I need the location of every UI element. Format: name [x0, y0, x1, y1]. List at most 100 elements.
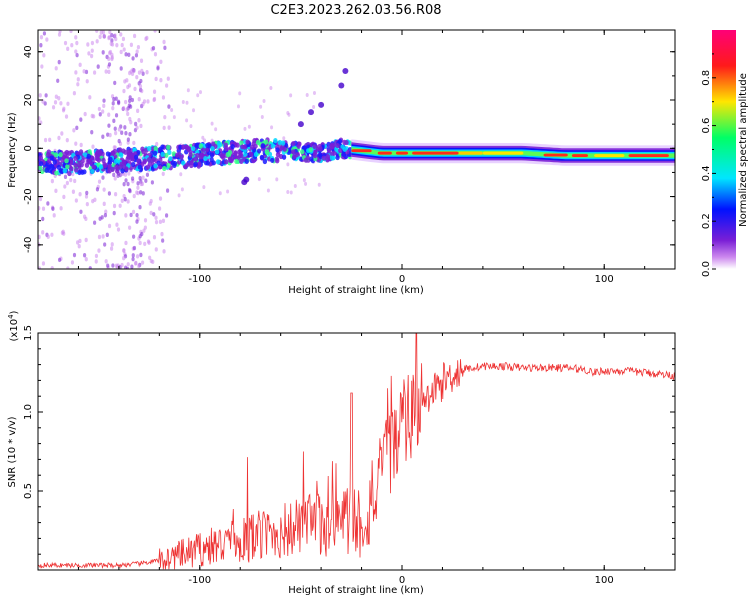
spectrogram-noise-dot [126, 181, 130, 187]
spectrogram-noise-dot [54, 66, 58, 71]
spectrogram-noise-dot [138, 205, 142, 210]
spectrogram-band-blob [179, 154, 184, 160]
spectrogram-band-blob [175, 152, 180, 158]
spectrogram-feature-blob [308, 109, 314, 116]
spectrogram-noise-dot [214, 127, 218, 132]
spectrogram-noise-dot [158, 196, 163, 201]
spectrogram-noise-dot [41, 261, 46, 266]
spectrogram-noise-dot [79, 142, 83, 148]
spectrogram-noise-dot [86, 42, 90, 47]
spectrogram-noise-dot [137, 70, 142, 75]
spectrogram-band-blob [131, 161, 136, 168]
spectrogram-feature-blob [241, 179, 248, 186]
spectrogram-noise-dot [110, 242, 114, 247]
colorbar-label: Normalized spectral amplitude [738, 73, 749, 227]
spectrogram-noise-dot [119, 49, 123, 55]
spectrogram-ytick-label: 0 [23, 145, 34, 151]
spectrogram-band-blob [189, 162, 194, 169]
spectrogram-band-blob [84, 162, 90, 168]
spectrogram-noise-dot [96, 64, 100, 69]
spectrogram-band-blob [244, 158, 249, 165]
spectrogram-noise-dot [109, 246, 114, 251]
spectrogram-noise-dot [108, 30, 112, 35]
spectrogram-noise-dot [148, 201, 152, 206]
spectrogram-noise-dot [102, 98, 106, 103]
spectrogram-noise-dot [138, 233, 142, 239]
spectrogram-noise-dot [93, 220, 97, 225]
spectrogram-noise-dot [144, 178, 148, 183]
spectrogram-band-blob [191, 146, 196, 152]
spectrogram-noise-dot [120, 42, 124, 48]
spectrogram-noise-dot [262, 99, 266, 104]
spectrogram-noise-dot [57, 257, 62, 263]
spectrogram-noise-dot [39, 35, 44, 40]
spectrogram-band-blob [341, 151, 346, 157]
spectrogram-noise-dot [102, 103, 106, 109]
spectrogram-band-blob [181, 160, 186, 166]
spectrogram-noise-dot [114, 96, 118, 101]
spectrogram-noise-dot [40, 64, 44, 69]
spectrogram-noise-dot [90, 40, 95, 46]
spectrogram-band-blob [264, 149, 270, 155]
spectrogram-noise-dot [60, 230, 64, 236]
spectrogram-noise-dot [125, 78, 129, 83]
spectrogram-noise-dot [119, 66, 123, 71]
spectrogram-noise-dot [124, 52, 128, 57]
spectrogram-band-blob [228, 157, 233, 163]
spectrogram-noise-dot [50, 178, 54, 184]
spectrogram-noise-dot [94, 259, 98, 264]
spectrogram-band-blob [201, 147, 206, 153]
spectrogram-noise-dot [129, 120, 133, 125]
spectrogram-band-blob [38, 155, 44, 161]
spectrogram-band-blob [317, 152, 323, 158]
spectrogram-noise-dot [152, 96, 157, 102]
spectrogram-noise-dot [110, 33, 114, 38]
spectrogram-band-blob [164, 152, 169, 158]
spectrogram-peak-segment [351, 149, 372, 153]
spectrogram-band-blob [270, 157, 275, 163]
spectrogram-noise-dot [238, 91, 242, 96]
spectrogram-noise-dot [51, 105, 56, 110]
spectrogram-noise-dot [74, 35, 78, 40]
spectrogram-noise-dot [74, 49, 78, 54]
spectrogram-band-blob [153, 163, 158, 169]
spectrogram-noise-dot [69, 177, 73, 183]
spectrogram-noise-dot [63, 40, 68, 46]
spectrogram-noise-dot [130, 264, 134, 269]
spectrogram-noise-dot [189, 124, 193, 129]
spectrogram-band-blob [204, 147, 210, 153]
spectrogram-noise-dot [153, 52, 158, 57]
spectrogram-noise-dot [154, 219, 159, 225]
spectrogram-noise-dot [128, 95, 132, 100]
figure-title: C2E3.2023.262.03.56.R08 [270, 3, 441, 18]
spectrogram-noise-dot [42, 53, 46, 58]
spectrogram-noise-dot [150, 180, 154, 185]
spectrogram-noise-dot [76, 240, 80, 245]
spectrogram-noise-dot [118, 203, 122, 208]
spectrogram-noise-dot [147, 240, 151, 245]
spectrogram-noise-dot [70, 43, 74, 48]
spectrogram-noise-dot [162, 39, 166, 45]
spectrogram-noise-dot [129, 212, 133, 218]
spectrogram-noise-dot [72, 91, 76, 96]
snr-frame [37, 332, 676, 571]
spectrogram-noise-dot [77, 244, 81, 249]
spectrogram-band-blob [245, 139, 250, 145]
spectrogram-band-blob [329, 143, 334, 150]
spectrogram-noise-dot [159, 78, 163, 83]
spectrogram-band-blob [312, 153, 318, 159]
spectrogram-band-blob [262, 158, 268, 165]
spectrogram-band-blob [107, 163, 112, 169]
spectrogram-noise-dot [84, 69, 89, 75]
spectrogram-noise-dot [161, 171, 165, 177]
spectrogram-noise-dot [139, 123, 143, 129]
colorbar-axes: 0.0 0.2 0.4 0.6 0.8 [701, 53, 716, 277]
spectrogram-band-blob [56, 164, 62, 171]
spectrogram-noise-dot [135, 254, 140, 259]
spectrogram-noise-dot [65, 180, 69, 186]
spectrogram-band-blob [194, 142, 199, 148]
spectrogram-noise-dot [38, 93, 42, 98]
spectrogram-noise-dot [128, 132, 132, 137]
spectrogram-noise-dot [136, 185, 140, 190]
spectrogram-band-blob [137, 164, 143, 170]
